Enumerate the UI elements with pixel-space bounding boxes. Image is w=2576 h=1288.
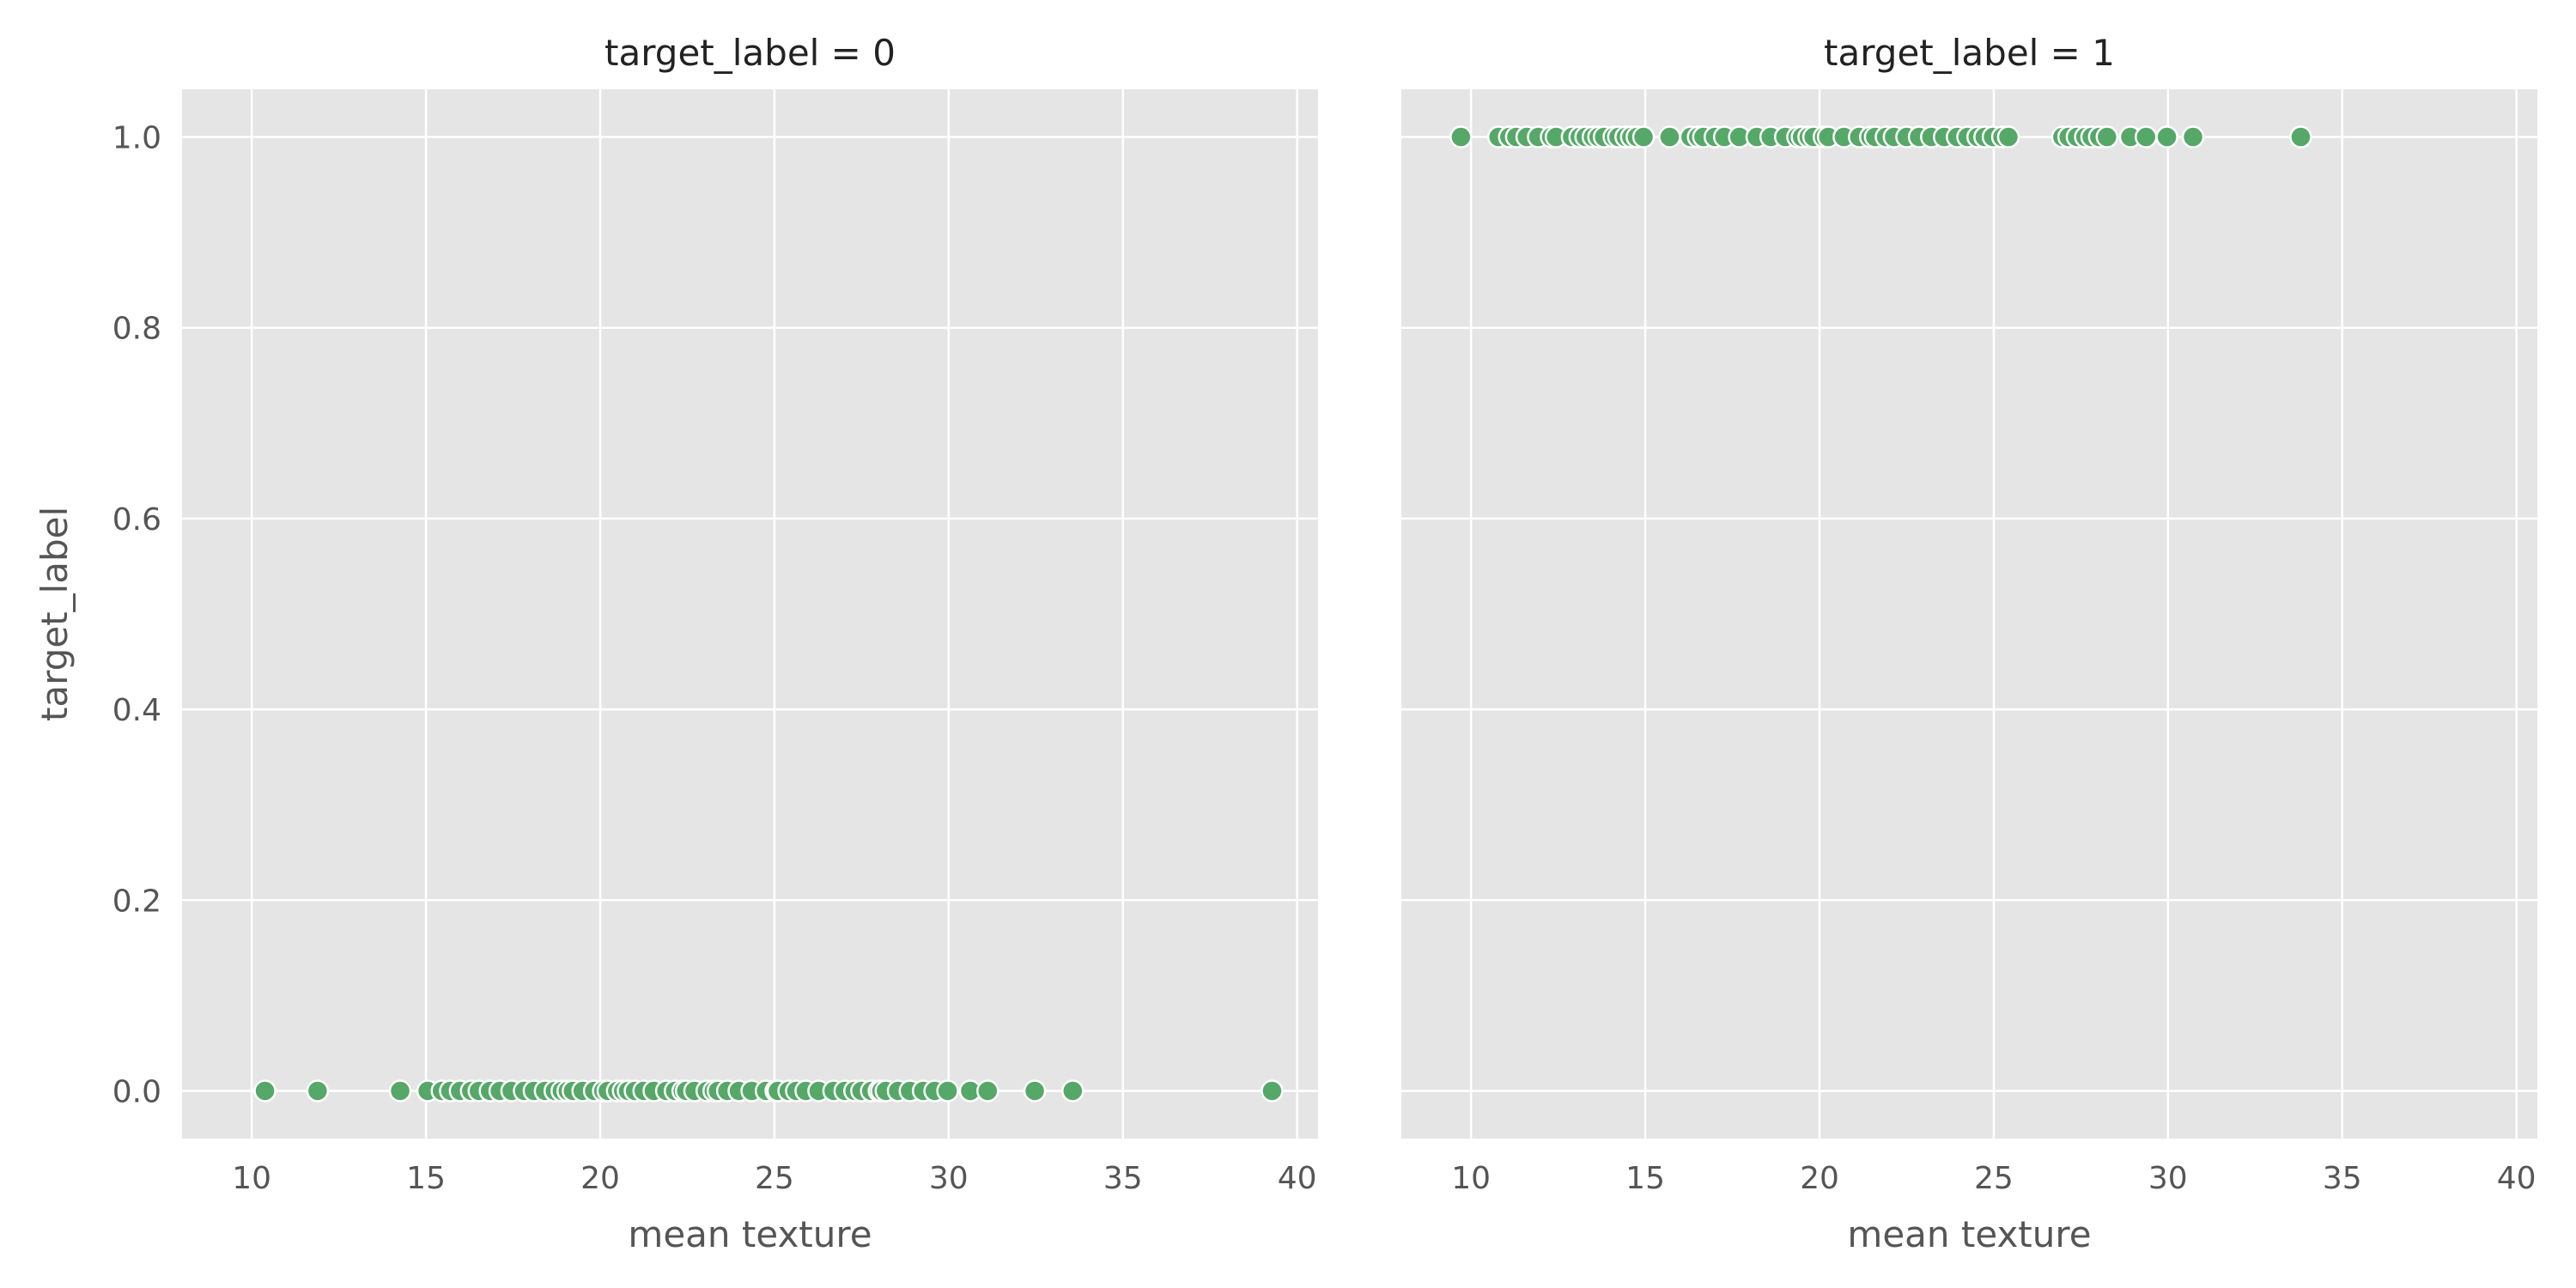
scatter-point [1631,125,1656,149]
x-tick-label: 10 [1451,1161,1491,1196]
scatter-point [976,1079,999,1103]
x-tick-label: 25 [1974,1161,2014,1196]
y-tick-label: 0.2 [112,884,161,919]
x-tick-label: 10 [232,1161,271,1196]
scatter-points [1449,125,2312,149]
scatter-point [388,1079,412,1103]
scatter-point [1023,1079,1047,1103]
scatter-point [936,1079,959,1103]
y-tick-labels: 0.0 0.2 0.4 0.6 0.8 1.0 [112,121,161,1110]
x-tick-label: 35 [2323,1161,2362,1196]
scatter-point [1996,125,2020,149]
x-axis-label: mean texture [1847,1213,2091,1255]
scatter-point [1061,1079,1084,1103]
scatter-point [2155,125,2178,149]
facet-panel-target-1: target_label = 1 10 15 20 25 30 35 40 mean tex… [1401,32,2537,1255]
x-tick-label: 35 [1103,1161,1143,1196]
x-tick-label: 20 [1800,1161,1839,1196]
scatter-point [1658,125,1681,149]
plot-area-background [1401,89,2537,1139]
scatter-point [306,1079,330,1103]
x-tick-label: 30 [929,1161,969,1196]
scatter-point [2135,125,2158,149]
y-tick-label: 0.4 [112,693,161,728]
x-tick-label: 20 [580,1161,620,1196]
y-tick-label: 1.0 [112,121,161,156]
scatter-point [2181,125,2205,149]
facet-panel-target-0: target_label = 0 10 15 20 25 30 35 40 0.00.20.… [112,32,1318,1255]
scatter-point [2289,125,2312,149]
x-tick-label: 25 [755,1161,794,1196]
x-axis-label: mean texture [628,1213,872,1255]
grid-lines [182,89,1318,1139]
x-tick-label: 40 [2497,1161,2537,1196]
x-tick-labels: 10 15 20 25 30 35 40 [1451,1161,2536,1196]
scatter-point [1261,1079,1284,1103]
y-axis-label: target_label [33,507,76,721]
facet-title: target_label = 0 [605,32,896,74]
x-tick-label: 15 [1625,1161,1665,1196]
scatter-point [253,1079,276,1103]
scatter-point [1449,125,1473,149]
y-tick-label: 0.0 [112,1074,161,1109]
facet-title: target_label = 1 [1824,32,2115,74]
y-tick-label: 0.6 [112,502,161,538]
plot-area-background [182,89,1318,1139]
x-tick-labels: 10 15 20 25 30 35 40 [232,1161,1316,1196]
x-tick-label: 30 [2148,1161,2188,1196]
y-tick-label: 0.8 [112,312,161,347]
scatter-point [2095,125,2119,149]
scatter-points [253,1079,1284,1103]
x-tick-label: 15 [406,1161,446,1196]
x-tick-label: 40 [1278,1161,1317,1196]
